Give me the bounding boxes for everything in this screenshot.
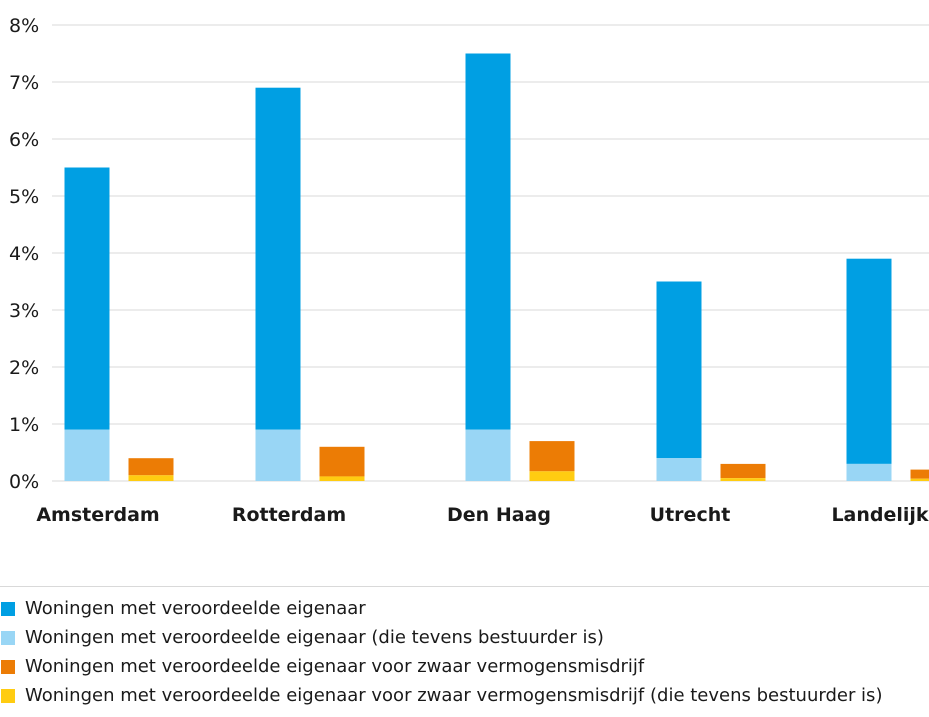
legend-separator	[0, 586, 929, 587]
legend-item-veroordeelde-eigenaar: Woningen met veroordeelde eigenaar	[0, 594, 929, 623]
bar-severe-total	[128, 458, 174, 476]
bar-all-bestuurder	[255, 429, 301, 481]
y-tick-label: 5%	[9, 186, 39, 208]
bar-all-total	[64, 167, 110, 430]
bar-all-total	[255, 87, 301, 430]
legend-item-zwaar-vermogensmisdrijf: Woningen met veroordeelde eigenaar voor …	[0, 652, 929, 681]
y-tick-label: 1%	[9, 414, 39, 436]
y-tick-label: 0%	[9, 471, 39, 493]
bar-severe-bestuurder	[720, 478, 766, 481]
legend-label: Woningen met veroordeelde eigenaar (die …	[25, 627, 604, 648]
y-tick-label: 3%	[9, 300, 39, 322]
bar-severe-total	[720, 463, 766, 479]
legend-swatch-icon	[1, 601, 15, 616]
bar-all-bestuurder	[846, 463, 892, 481]
x-category-label: Den Haag	[447, 504, 551, 526]
bar-all-bestuurder	[656, 458, 702, 481]
x-category-label: Utrecht	[650, 504, 731, 526]
bar-severe-total	[319, 446, 365, 477]
chart-legend: Woningen met veroordeelde eigenaar Wonin…	[0, 594, 929, 710]
bar-severe-bestuurder	[910, 478, 929, 481]
legend-swatch-icon	[1, 630, 15, 645]
legend-item-zwaar-vermogensmisdrijf-bestuurder: Woningen met veroordeelde eigenaar voor …	[0, 681, 929, 710]
bar-severe-bestuurder	[319, 476, 365, 481]
legend-item-veroordeelde-eigenaar-bestuurder: Woningen met veroordeelde eigenaar (die …	[0, 623, 929, 652]
bar-severe-bestuurder	[128, 475, 174, 481]
x-category-label: Amsterdam	[36, 504, 159, 526]
bar-severe-bestuurder	[529, 471, 575, 481]
legend-label: Woningen met veroordeelde eigenaar voor …	[25, 685, 883, 706]
y-tick-label: 4%	[9, 243, 39, 265]
bar-severe-total	[910, 469, 929, 479]
legend-swatch-icon	[1, 688, 15, 703]
legend-label: Woningen met veroordeelde eigenaar voor …	[25, 656, 645, 677]
y-tick-label: 6%	[9, 129, 39, 151]
legend-swatch-icon	[1, 659, 15, 674]
legend-label: Woningen met veroordeelde eigenaar	[25, 598, 366, 619]
bar-all-total	[656, 281, 702, 459]
x-category-label: Rotterdam	[232, 504, 346, 526]
bar-all-total	[846, 258, 892, 464]
y-tick-label: 8%	[9, 15, 39, 37]
y-tick-label: 7%	[9, 72, 39, 94]
x-category-label: Landelijk	[831, 504, 928, 526]
bar-all-bestuurder	[64, 429, 110, 481]
bar-chart: 0% 1% 2% 3% 4% 5% 6% 7% 8% Amsterdam Rotterdam Den …	[9, 15, 929, 526]
bar-all-bestuurder	[465, 429, 511, 481]
bar-all-total	[465, 53, 511, 430]
bar-severe-total	[529, 441, 575, 472]
y-tick-label: 2%	[9, 357, 39, 379]
